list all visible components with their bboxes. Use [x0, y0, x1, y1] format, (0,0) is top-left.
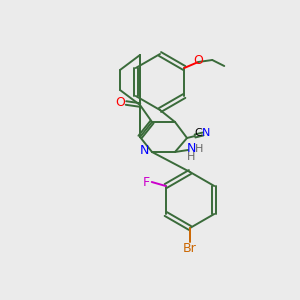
Text: Br: Br: [183, 242, 197, 256]
Text: C: C: [194, 128, 202, 138]
Text: N: N: [186, 142, 196, 155]
Text: O: O: [115, 97, 125, 110]
Text: N: N: [202, 128, 210, 138]
Text: H: H: [195, 144, 203, 154]
Text: H: H: [187, 152, 195, 162]
Text: N: N: [139, 145, 149, 158]
Text: O: O: [193, 55, 203, 68]
Text: F: F: [143, 176, 150, 188]
